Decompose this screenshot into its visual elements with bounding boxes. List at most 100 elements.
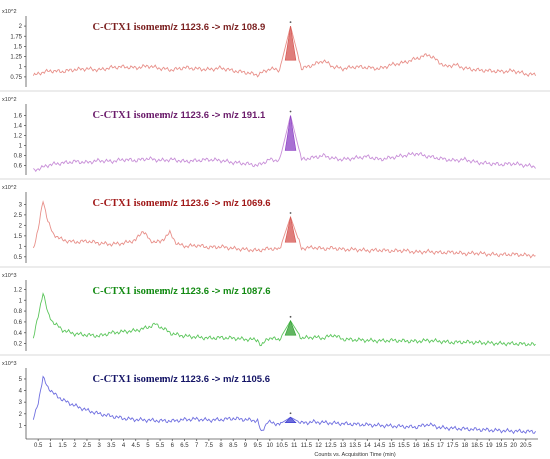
y-tick-label: 1.25 <box>10 55 22 61</box>
y-tick-label: 4 <box>19 389 23 395</box>
integrated-peak <box>284 416 297 423</box>
x-tick-label: 18.5 <box>471 443 483 449</box>
y-tick-label: 1.75 <box>10 34 22 40</box>
integrated-peak <box>284 115 297 151</box>
x-tick-label: 12 <box>315 443 322 449</box>
chromatogram-trace <box>33 115 536 173</box>
y-tick-label: 0.8 <box>14 154 23 160</box>
x-tick-label: 20 <box>510 443 517 449</box>
chromatogram-panel-5: x10^3 1 2 3 4 5 C-CTX1 isomer:m/z 1123.6 -> m/… <box>0 354 550 439</box>
x-tick-label: 0.5 <box>34 443 43 449</box>
isomer-label: C-CTX1 isomer: <box>93 110 168 121</box>
x-tick-label: 7 <box>195 443 199 449</box>
peak-marker <box>289 21 292 23</box>
y-tick-label: 0.5 <box>14 255 23 261</box>
y-scale-label: x10^2 <box>2 97 17 103</box>
chromatogram-trace <box>32 25 536 78</box>
x-tick-label: 14.5 <box>374 443 386 449</box>
x-tick-label: 16.5 <box>422 443 434 449</box>
x-tick-label: 3.5 <box>107 443 116 449</box>
y-tick-label: 1.2 <box>14 134 23 140</box>
peak-marker <box>289 110 292 113</box>
y-tick-label: 2 <box>19 223 23 229</box>
y-tick-label: 0.6 <box>14 164 23 170</box>
x-tick-label: 5 <box>146 443 150 449</box>
y-tick-label: 1.2 <box>14 287 23 293</box>
chromatogram-panel-4: x10^3 0.2 0.4 0.6 0.8 1 1.2 C-CTX1 isomer:m/z 1… <box>0 266 550 351</box>
peak-marker <box>289 315 292 318</box>
x-tick-label: 11.5 <box>301 443 313 449</box>
x-axis: 0.5 1 1.5 2 2.5 3 3.5 4 4.5 5 5.5 6 6.5 7 7.5 8 8.5 9 9.5 1… <box>26 438 538 449</box>
x-tick-label: 13 <box>340 443 347 449</box>
transition-label: m/z 1123.6 -> m/z 1105.6 <box>162 374 270 385</box>
x-tick-label: 19.5 <box>496 443 508 449</box>
x-tick-label: 10.5 <box>276 443 288 449</box>
x-tick-label: 9 <box>244 443 248 449</box>
y-scale-label: x10^2 <box>2 9 17 15</box>
integrated-peak <box>284 216 297 243</box>
y-tick-label: 0.75 <box>10 75 22 81</box>
chromatogram-trace <box>32 375 536 435</box>
x-tick-label: 3 <box>97 443 101 449</box>
x-tick-label: 1 <box>49 443 53 449</box>
x-tick-label: 20.5 <box>520 443 532 449</box>
transition-label: m/z 1123.6 -> m/z 191.1 <box>162 110 266 121</box>
isomer-label: C-CTX1 isomer: <box>93 286 168 297</box>
x-tick-label: 17 <box>437 443 444 449</box>
x-tick-label: 6.5 <box>180 443 189 449</box>
x-tick-label: 12.5 <box>325 443 337 449</box>
x-tick-label: 1.5 <box>58 443 67 449</box>
x-axis-label: Counts vs. Acquisition Time (min) <box>314 452 395 458</box>
y-tick-label: 1.4 <box>14 124 23 130</box>
y-tick-label: 1.5 <box>14 44 23 50</box>
y-tick-label: 0.8 <box>14 309 23 315</box>
x-tick-label: 8.5 <box>229 443 238 449</box>
x-tick-label: 18 <box>462 443 469 449</box>
transition-label: m/z 1123.6 -> m/z 1087.6 <box>162 286 271 297</box>
transition-label: m/z 1123.6 -> m/z 108.9 <box>162 22 265 33</box>
y-tick-label: 1 <box>19 144 23 150</box>
y-tick-label: 1.5 <box>14 234 23 240</box>
y-tick-label: 0.6 <box>14 320 23 326</box>
y-tick-label: 0.4 <box>14 331 23 337</box>
x-tick-label: 2 <box>73 443 77 449</box>
x-tick-label: 16 <box>413 443 420 449</box>
integrated-peak <box>284 26 297 61</box>
y-tick-label: 1 <box>19 298 23 304</box>
x-tick-label: 17.5 <box>447 443 459 449</box>
y-scale-label: x10^2 <box>2 185 17 191</box>
x-tick-label: 8 <box>219 443 223 449</box>
x-tick-label: 4.5 <box>132 443 141 449</box>
y-tick-label: 2 <box>19 412 23 418</box>
y-tick-label: 3 <box>19 400 23 406</box>
y-tick-label: 2 <box>19 24 23 30</box>
y-scale-label: x10^3 <box>2 361 17 367</box>
chromatogram-panel-1: x10^2 0.75 1 1.25 1.5 1.75 2 C-CTX1 isomer:m/z … <box>2 9 536 87</box>
chromatogram-panel-2: x10^2 0.6 0.8 1 1.2 1.4 1.6 C-CTX1 isomer:m/z 1… <box>0 90 550 175</box>
x-tick-label: 9.5 <box>253 443 262 449</box>
y-tick-label: 1 <box>19 423 23 429</box>
x-tick-label: 14 <box>364 443 371 449</box>
y-tick-label: 1.6 <box>14 114 23 120</box>
integrated-peak <box>284 319 297 336</box>
x-tick-label: 2.5 <box>83 443 92 449</box>
isomer-label: C-CTX1 isomer: <box>93 374 168 385</box>
y-tick-label: 5 <box>19 377 23 383</box>
x-tick-label: 6 <box>171 443 175 449</box>
x-tick-label: 15 <box>388 443 395 449</box>
y-tick-label: 1 <box>19 244 23 250</box>
peak-marker <box>289 412 292 415</box>
y-tick-label: 1 <box>19 65 23 71</box>
x-tick-label: 15.5 <box>398 443 410 449</box>
y-scale-label: x10^3 <box>2 273 17 279</box>
chromatogram-panel-3: x10^2 0.5 1 1.5 2 2.5 3 C-CTX1 isomer:m/z 1123.… <box>0 178 550 263</box>
isomer-label: C-CTX1 isomer: <box>93 198 168 209</box>
chromatogram-trace <box>32 292 536 347</box>
x-tick-label: 5.5 <box>156 443 165 449</box>
isomer-label: C-CTX1 isomer: <box>93 22 168 33</box>
transition-label: m/z 1123.6 -> m/z 1069.6 <box>162 198 271 209</box>
x-tick-label: 4 <box>122 443 126 449</box>
peak-marker <box>289 212 292 214</box>
x-tick-label: 7.5 <box>205 443 214 449</box>
